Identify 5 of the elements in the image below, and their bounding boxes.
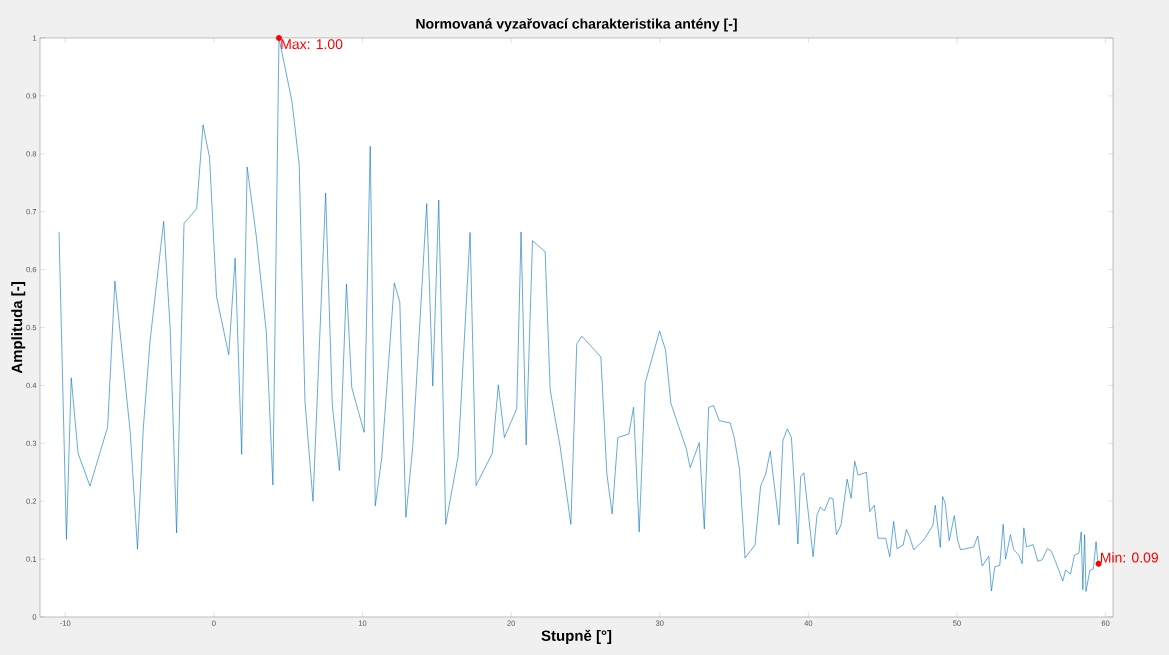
- annotation: Max: 1.00: [281, 39, 343, 50]
- annotation: Min: 0.09: [1100, 552, 1158, 563]
- chart-title: Normovaná vyzařovací charakteristika antény [-]: [416, 18, 737, 32]
- y-axis-title: Amplituda [-]: [11, 282, 26, 374]
- x-axis-title: Stupně [°]: [541, 629, 612, 644]
